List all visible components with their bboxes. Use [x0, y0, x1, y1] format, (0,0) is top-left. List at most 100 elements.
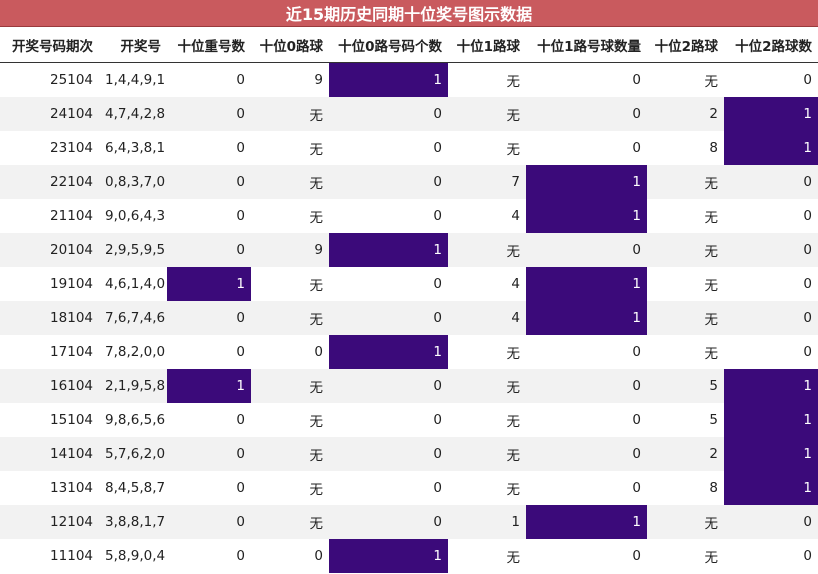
table-cell: 5	[647, 369, 724, 403]
table-cell: 无	[647, 505, 724, 539]
table-cell: 无	[251, 369, 329, 403]
table-cell: 22104	[0, 165, 99, 199]
table-cell: 无	[251, 471, 329, 505]
table-row: 13104 8,4,5,8,7 0 无 0 无 0 8 1	[0, 471, 818, 505]
table-cell: 0	[526, 233, 647, 267]
column-header: 开奖号码期次	[0, 28, 99, 63]
table-cell: 0	[167, 437, 251, 471]
table-cell: 1	[526, 505, 647, 539]
table-cell: 9,0,6,4,3	[99, 199, 167, 233]
table-cell: 1	[526, 267, 647, 301]
table-title: 近15期历史同期十位奖号图示数据	[0, 0, 818, 27]
table-cell: 无	[647, 539, 724, 573]
table-body: 25104 1,4,4,9,1 0 9 1 无 0 无 0 24104 4,7,4,2,8 0 无 0 无 0…	[0, 62, 818, 573]
table-cell: 0	[526, 131, 647, 165]
table-cell: 0	[526, 369, 647, 403]
table-cell: 0	[526, 335, 647, 369]
table-cell: 无	[251, 505, 329, 539]
column-header: 十位1路号球数量	[526, 28, 647, 63]
table-cell: 1	[526, 165, 647, 199]
table-cell: 无	[251, 97, 329, 131]
table-cell: 0	[329, 199, 448, 233]
table-cell: 0	[167, 335, 251, 369]
table-row: 16104 2,1,9,5,8 1 无 0 无 0 5 1	[0, 369, 818, 403]
table-cell: 0	[329, 165, 448, 199]
table-cell: 20104	[0, 233, 99, 267]
table-cell: 1	[724, 131, 818, 165]
table-cell: 0	[329, 131, 448, 165]
table-cell: 13104	[0, 471, 99, 505]
table-cell: 0	[724, 335, 818, 369]
table-cell: 7	[448, 165, 526, 199]
table-cell: 0	[724, 505, 818, 539]
table-cell: 1	[724, 437, 818, 471]
table-cell: 无	[647, 62, 724, 97]
table-cell: 0	[526, 471, 647, 505]
table-cell: 无	[647, 301, 724, 335]
table-cell: 21104	[0, 199, 99, 233]
table-cell: 无	[448, 539, 526, 573]
table-cell: 11104	[0, 539, 99, 573]
table-cell: 0	[724, 301, 818, 335]
table-cell: 2	[647, 97, 724, 131]
column-header: 十位1路球	[448, 28, 526, 63]
table-cell: 无	[448, 403, 526, 437]
table-cell: 5,7,6,2,0	[99, 437, 167, 471]
column-header: 十位0路球	[251, 28, 329, 63]
table-cell: 0	[329, 97, 448, 131]
table-cell: 0	[526, 539, 647, 573]
table-cell: 0	[167, 199, 251, 233]
table-cell: 3,8,8,1,7	[99, 505, 167, 539]
table-cell: 0	[167, 165, 251, 199]
table-cell: 无	[251, 403, 329, 437]
column-header: 开奖号	[99, 28, 167, 63]
table-cell: 0	[724, 267, 818, 301]
table-cell: 0	[329, 369, 448, 403]
table-cell: 无	[448, 62, 526, 97]
table-cell: 0	[167, 97, 251, 131]
table-cell: 8	[647, 471, 724, 505]
table-cell: 1,4,4,9,1	[99, 62, 167, 97]
table-cell: 1	[329, 335, 448, 369]
table-cell: 5,8,9,0,4	[99, 539, 167, 573]
table-cell: 5	[647, 403, 724, 437]
table-cell: 1	[329, 62, 448, 97]
table-cell: 1	[329, 233, 448, 267]
table-cell: 1	[167, 369, 251, 403]
table-cell: 2	[647, 437, 724, 471]
table-cell: 无	[647, 233, 724, 267]
table-cell: 8,4,5,8,7	[99, 471, 167, 505]
table-cell: 0	[724, 233, 818, 267]
table-cell: 16104	[0, 369, 99, 403]
table-cell: 0	[167, 301, 251, 335]
table-cell: 0	[724, 165, 818, 199]
table-cell: 23104	[0, 131, 99, 165]
table-cell: 无	[251, 165, 329, 199]
table-cell: 19104	[0, 267, 99, 301]
table-cell: 0	[167, 62, 251, 97]
table-cell: 25104	[0, 62, 99, 97]
table-row: 18104 7,6,7,4,6 0 无 0 4 1 无 0	[0, 301, 818, 335]
table-cell: 0	[526, 97, 647, 131]
history-table: 开奖号码期次 开奖号 十位重号数 十位0路球 十位0路号码个数 十位1路球 十位1路号球数量…	[0, 28, 818, 573]
column-header: 十位2路球数	[724, 28, 818, 63]
table-cell: 7,8,2,0,0	[99, 335, 167, 369]
table-cell: 1	[167, 267, 251, 301]
table-cell: 0	[724, 62, 818, 97]
table-row: 20104 2,9,5,9,5 0 9 1 无 0 无 0	[0, 233, 818, 267]
table-cell: 1	[724, 403, 818, 437]
table-cell: 2,1,9,5,8	[99, 369, 167, 403]
table-cell: 9,8,6,5,6	[99, 403, 167, 437]
table-cell: 1	[724, 369, 818, 403]
table-cell: 17104	[0, 335, 99, 369]
table-cell: 无	[647, 165, 724, 199]
table-cell: 0	[167, 131, 251, 165]
table-cell: 12104	[0, 505, 99, 539]
table-row: 23104 6,4,3,8,1 0 无 0 无 0 8 1	[0, 131, 818, 165]
table-cell: 8	[647, 131, 724, 165]
table-cell: 无	[448, 131, 526, 165]
table-cell: 1	[329, 539, 448, 573]
table-cell: 4	[448, 301, 526, 335]
table-cell: 0	[329, 437, 448, 471]
